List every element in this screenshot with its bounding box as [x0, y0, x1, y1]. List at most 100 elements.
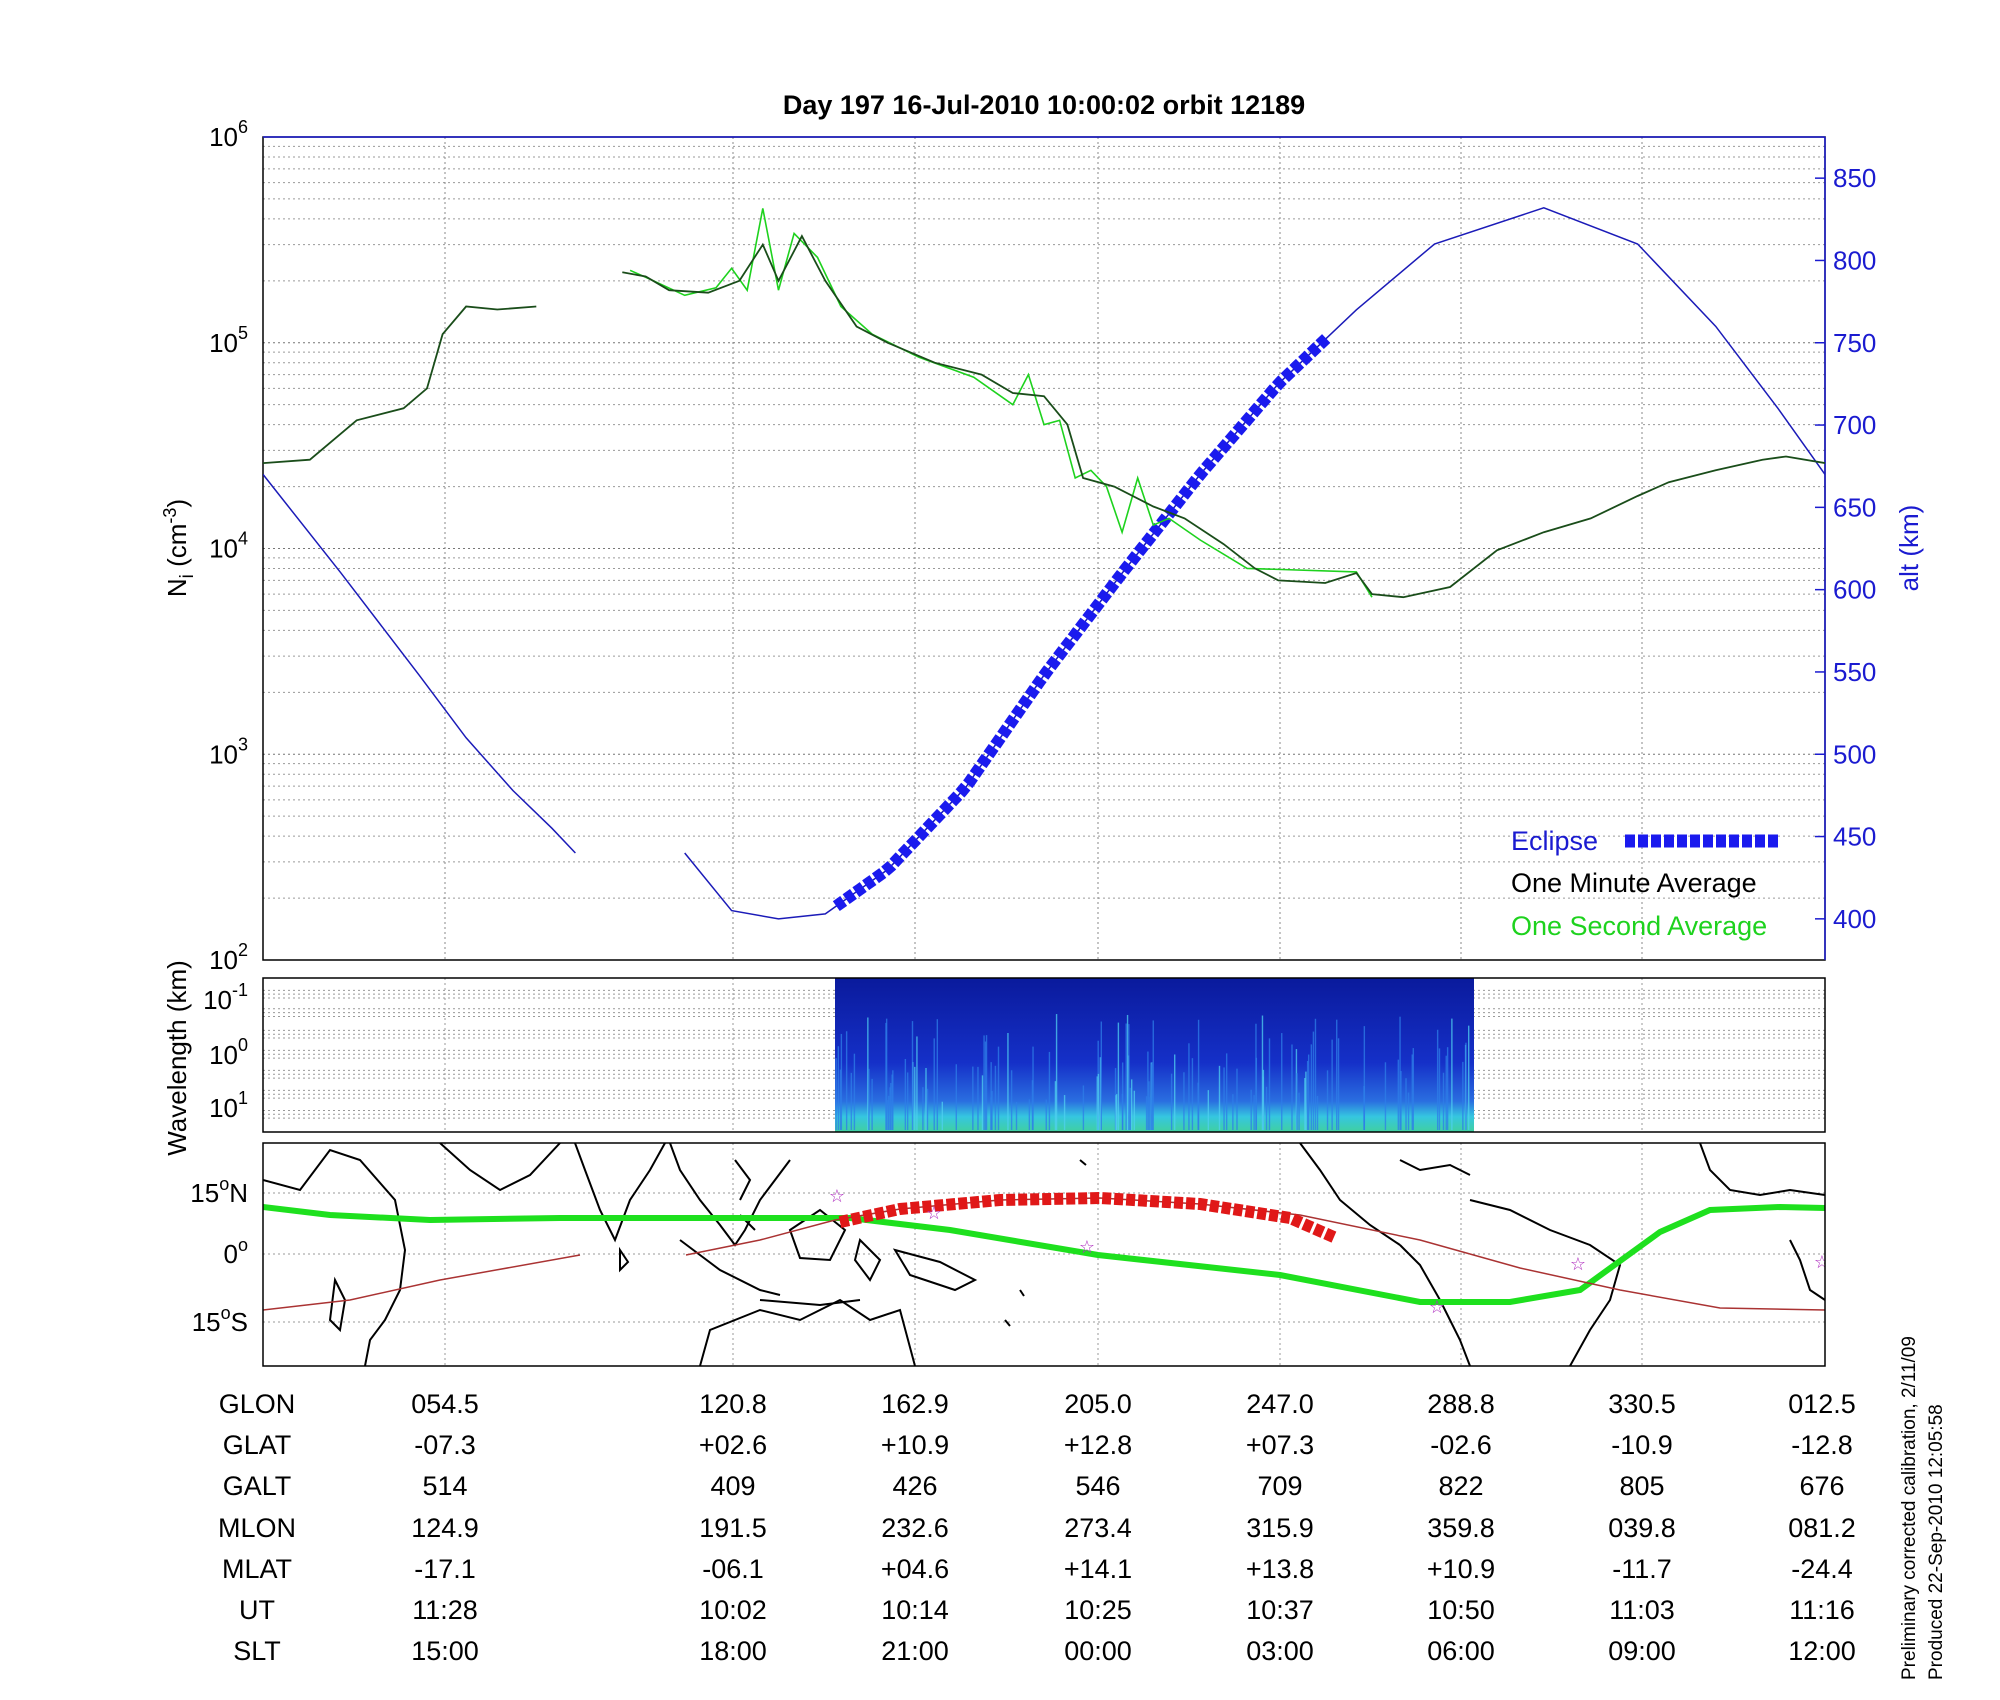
table-cell: 10:25	[1064, 1595, 1132, 1625]
table-cell: 10:50	[1427, 1595, 1495, 1625]
eclipse-overlay	[832, 332, 1333, 912]
table-cell: 15:00	[411, 1636, 479, 1666]
table-cell: +10.9	[881, 1430, 949, 1460]
coast-srilanka	[619, 1246, 630, 1273]
table-row-label: UT	[239, 1595, 275, 1625]
left-tick-label: 106	[209, 117, 248, 152]
map-star-marker: ☆	[926, 1203, 942, 1223]
right-tick-label: 500	[1833, 739, 1876, 769]
left-axis-label: Ni (cm-3)	[160, 499, 198, 597]
map-star-marker: ☆	[829, 1186, 845, 1206]
one-minute-line-segment-2	[622, 234, 1825, 599]
footnote-line1: Preliminary corrected calibration, 2/11/…	[1899, 1336, 1920, 1680]
table-cell: 10:37	[1246, 1595, 1314, 1625]
main-grid	[263, 137, 1826, 961]
spectrogram-tick-label: 101	[209, 1088, 248, 1123]
table-cell: 205.0	[1064, 1389, 1132, 1419]
table-cell: +14.1	[1064, 1554, 1132, 1584]
table-cell: 00:00	[1064, 1636, 1132, 1666]
table-cell: 709	[1257, 1471, 1302, 1501]
table-cell: 081.2	[1788, 1513, 1856, 1543]
spectrogram-ticks: 10-1 100 101	[203, 980, 248, 1123]
table-cell: +10.9	[1427, 1554, 1495, 1584]
eclipse-series	[832, 332, 1333, 912]
table-cell: 822	[1438, 1471, 1483, 1501]
right-tick-label: 800	[1833, 245, 1876, 275]
ground-track-green	[263, 1203, 1825, 1305]
table-cell: -12.8	[1791, 1430, 1853, 1460]
table-cell: 18:00	[699, 1636, 767, 1666]
map-frame	[262, 1142, 1826, 1367]
table-cell: -17.1	[414, 1554, 476, 1584]
table-row-label: SLT	[233, 1636, 281, 1666]
table-cell: 288.8	[1427, 1389, 1495, 1419]
table-cell: 054.5	[411, 1389, 479, 1419]
table-cell: -24.4	[1791, 1554, 1853, 1584]
legend-second-label: One Second Average	[1511, 911, 1767, 941]
map-star-marker: ☆	[1079, 1237, 1095, 1257]
map-grid	[263, 1143, 1826, 1366]
coast-borneo	[788, 1208, 847, 1262]
legend-eclipse-label: Eclipse	[1511, 826, 1598, 856]
right-tick-label: 450	[1833, 822, 1876, 852]
map-tracks: ☆ ☆ ☆ ☆ ☆ ☆	[263, 1186, 1825, 1317]
map-star-marker: ☆	[1429, 1297, 1445, 1317]
table-cell: +02.6	[699, 1430, 767, 1460]
table-cell: 120.8	[699, 1389, 767, 1419]
main-panel: 102 103 104 105 106 400 450 500 550 600 650 700 750…	[160, 117, 1924, 975]
table-cell: 12:00	[1788, 1636, 1856, 1666]
table-cell: -10.9	[1611, 1430, 1673, 1460]
table-row-label: MLON	[218, 1513, 296, 1543]
table-cell: 359.8	[1427, 1513, 1495, 1543]
right-tick-label: 400	[1833, 904, 1876, 934]
legend: Eclipse One Minute Average One Second Av…	[1511, 826, 1778, 941]
legend-minute-label: One Minute Average	[1511, 868, 1757, 898]
coast-australia	[699, 1298, 916, 1366]
table-cell: 11:03	[1609, 1595, 1675, 1625]
table-cell: +13.8	[1246, 1554, 1314, 1584]
right-tick-label: 650	[1833, 492, 1876, 522]
table-cell: 676	[1799, 1471, 1844, 1501]
chart-title: Day 197 16-Jul-2010 10:00:02 orbit 12189	[783, 90, 1305, 120]
table-cell: -02.6	[1430, 1430, 1492, 1460]
right-axis-ticks: 400 450 500 550 600 650 700 750 800 850	[1815, 163, 1876, 934]
spectrogram-tick-label: 10-1	[203, 980, 248, 1015]
table-cell: 21:00	[881, 1636, 949, 1666]
ephemeris-table: GLON 054.5 120.8 162.9 205.0 247.0 288.8 330.5 0…	[218, 1389, 1856, 1666]
table-cell: 124.9	[411, 1513, 479, 1543]
coast-caribbean	[1399, 1159, 1471, 1176]
table-cell: +12.8	[1064, 1430, 1132, 1460]
table-cell: 426	[892, 1471, 937, 1501]
table-cell: 330.5	[1608, 1389, 1676, 1419]
altitude-line-segment-2	[684, 207, 1825, 920]
altitude-series	[263, 207, 1825, 920]
table-cell: 247.0	[1246, 1389, 1314, 1419]
table-cell: -07.3	[414, 1430, 476, 1460]
right-tick-label: 850	[1833, 163, 1876, 193]
right-tick-label: 550	[1833, 657, 1876, 687]
right-tick-label: 750	[1833, 328, 1876, 358]
table-cell: 191.5	[699, 1513, 767, 1543]
table-cell: +04.6	[881, 1554, 949, 1584]
table-cell: 409	[710, 1471, 755, 1501]
map-lat-ticks: 15oN 0o 15oS	[190, 1174, 248, 1337]
table-cell: 232.6	[881, 1513, 949, 1543]
table-cell: -11.7	[1612, 1554, 1672, 1584]
map-star-marker: ☆	[1570, 1254, 1586, 1274]
left-tick-label: 102	[209, 940, 248, 975]
table-cell: 10:14	[881, 1595, 949, 1625]
left-tick-label: 105	[209, 323, 248, 358]
coast-java	[759, 1299, 861, 1307]
table-cell: -06.1	[702, 1554, 764, 1584]
coast-west-africa	[1699, 1143, 1825, 1197]
spectrogram-streaks	[835, 1014, 1470, 1130]
table-cell: 06:00	[1427, 1636, 1495, 1666]
left-tick-label: 103	[209, 734, 248, 769]
spectrogram-axis-label: Wavelength (km)	[162, 960, 192, 1156]
ground-track-red-segment-1	[263, 1254, 581, 1311]
map-lat-label: 0o	[224, 1235, 248, 1269]
map-eclipse-overlay	[838, 1191, 1339, 1244]
map-panel: ☆ ☆ ☆ ☆ ☆ ☆ 15oN 0o 15oS	[190, 1142, 1826, 1367]
table-cell: 10:02	[699, 1595, 767, 1625]
table-row-label: GLON	[219, 1389, 296, 1419]
